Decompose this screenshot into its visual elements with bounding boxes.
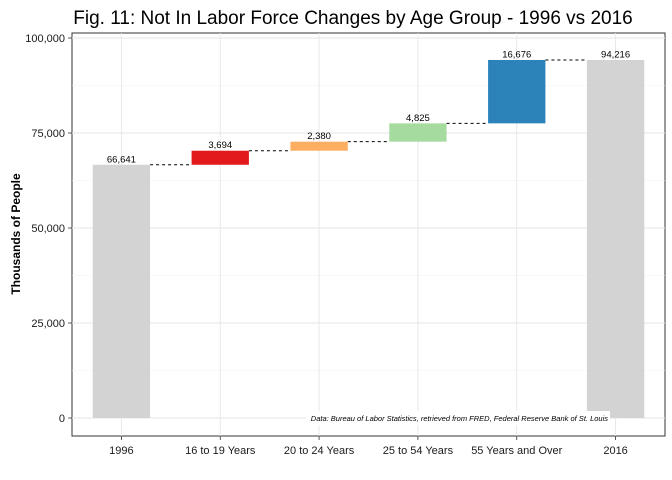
x-tick-label: 25 to 54 Years (383, 445, 454, 457)
bars (92, 59, 645, 419)
data-label: 66,641 (107, 154, 136, 165)
y-tick-label: 0 (59, 413, 65, 425)
plot-panel (71, 32, 666, 437)
y-tick-label: 25,000 (31, 318, 65, 330)
data-label: 2,380 (307, 131, 331, 142)
bar-16-to-19-years (191, 150, 249, 165)
y-tick-label: 100,000 (25, 33, 65, 45)
y-axis-ticks: 0 25,000 50,000 75,000 100,000 (25, 33, 72, 425)
x-tick-label: 55 Years and Over (471, 445, 562, 457)
data-label: 3,694 (208, 140, 232, 151)
bar-25-to-54-years (389, 123, 447, 142)
data-source-caption: Data: Bureau of Labor Statistics, retrie… (311, 414, 608, 423)
data-label: 16,676 (502, 49, 531, 60)
x-tick-label: 1996 (109, 445, 133, 457)
caption-background (306, 411, 610, 425)
x-tick-label: 2016 (603, 445, 627, 457)
data-label: 94,216 (601, 49, 630, 60)
bar-20-to-24-years (290, 141, 348, 151)
data-label: 4,825 (406, 113, 430, 124)
x-tick-label: 16 to 19 Years (185, 445, 256, 457)
bar-1996 (92, 164, 151, 418)
y-tick-label: 75,000 (31, 128, 65, 140)
bar-55-years-and-over (488, 59, 546, 124)
chart-title: Fig. 11: Not In Labor Force Changes by A… (73, 8, 632, 29)
x-tick-label: 20 to 24 Years (284, 445, 355, 457)
connector-lines (150, 59, 587, 166)
x-axis-ticks: 1996 16 to 19 Years 20 to 24 Years 25 to 54… (109, 436, 628, 457)
bar-2016 (586, 59, 645, 419)
data-labels: 66,641 3,694 2,380 4,825 16,676 94,216 (107, 49, 630, 165)
y-axis-title: Thousands of People (9, 173, 23, 295)
y-tick-label: 50,000 (31, 223, 65, 235)
